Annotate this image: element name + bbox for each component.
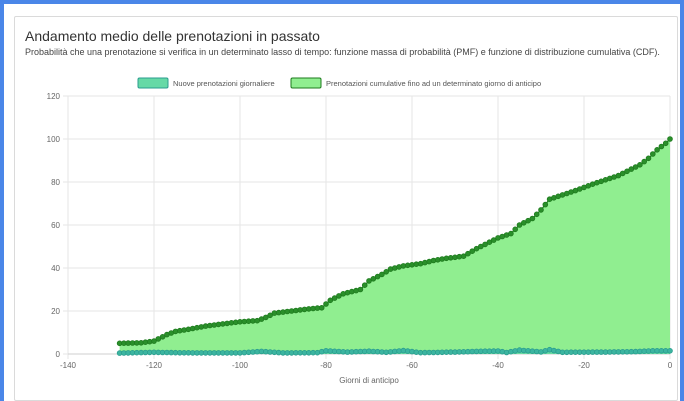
- cumulative-point: [267, 312, 273, 319]
- y-tick-label: 60: [51, 221, 60, 230]
- cumulative-point: [619, 170, 626, 177]
- cumulative-point: [262, 314, 269, 321]
- cumulative-point: [336, 293, 342, 299]
- cumulative-point: [542, 201, 549, 208]
- y-tick-label: 0: [56, 350, 61, 359]
- cumulative-point: [327, 297, 334, 304]
- y-tick-label: 20: [51, 307, 60, 316]
- cumulative-point: [615, 172, 622, 179]
- x-tick-label: -40: [492, 361, 504, 370]
- cumulative-point: [331, 295, 338, 301]
- cumulative-point: [490, 237, 497, 243]
- x-tick-label: -80: [320, 361, 332, 370]
- cumulative-point: [361, 282, 368, 289]
- area-layer: [119, 139, 671, 354]
- x-tick-label: 0: [668, 361, 673, 370]
- cumulative-point: [366, 278, 372, 284]
- cumulative-area: [119, 139, 671, 354]
- y-tick-label: 40: [51, 264, 60, 273]
- legend-swatch-cumulative[interactable]: [290, 77, 322, 89]
- daily-point: [667, 347, 673, 354]
- point-layer: [116, 136, 673, 356]
- cumulative-point: [662, 140, 669, 147]
- cumulative-point: [379, 271, 385, 278]
- cumulative-point: [357, 286, 364, 293]
- cumulative-point: [151, 338, 157, 344]
- cumulative-point: [512, 226, 518, 233]
- x-axis-title: Giorni di anticipo: [339, 376, 399, 385]
- cumulative-point: [533, 211, 540, 218]
- cumulative-point: [486, 239, 493, 246]
- x-tick-label: -120: [146, 361, 163, 370]
- cumulative-point: [374, 273, 381, 280]
- cumulative-point: [520, 220, 527, 226]
- cumulative-point: [465, 250, 471, 257]
- cumulative-point: [370, 275, 377, 282]
- cumulative-point: [637, 162, 643, 168]
- cumulative-point: [649, 151, 656, 157]
- cumulative-point: [482, 241, 488, 248]
- cumulative-point: [628, 166, 635, 172]
- x-tick-label: -60: [406, 361, 418, 370]
- cumulative-point: [525, 217, 531, 224]
- cumulative-point: [469, 248, 476, 255]
- cumulative-point: [624, 168, 630, 175]
- cumulative-point: [529, 215, 536, 222]
- cumulative-point: [667, 136, 673, 142]
- cumulative-point: [654, 147, 660, 153]
- legend: Nuove prenotazioni giornaliere Prenotazi…: [137, 77, 541, 89]
- cumulative-point: [645, 155, 652, 162]
- cumulative-point: [632, 164, 639, 170]
- cumulative-point: [159, 333, 166, 340]
- legend-label-daily[interactable]: Nuove prenotazioni giornaliere: [173, 79, 275, 88]
- legend-swatch-daily[interactable]: [137, 77, 169, 89]
- cumulative-point: [323, 301, 329, 307]
- y-tick-label: 80: [51, 178, 60, 187]
- chart-title: Andamento medio delle prenotazioni in pa…: [25, 28, 320, 44]
- cumulative-point: [508, 230, 514, 237]
- cumulative-point: [318, 304, 325, 311]
- cumulative-point: [460, 253, 467, 260]
- x-tick-label: -20: [578, 361, 590, 370]
- chart-subtitle: Probabilità che una prenotazione si veri…: [25, 47, 660, 57]
- cumulative-point: [516, 222, 523, 228]
- cumulative-point: [658, 143, 665, 150]
- cumulative-point: [155, 336, 162, 342]
- x-tick-label: -100: [232, 361, 249, 370]
- cumulative-point: [538, 207, 544, 213]
- cumulative-point: [383, 268, 390, 275]
- cumulative-point: [477, 243, 484, 250]
- y-tick-label: 100: [47, 135, 61, 144]
- cumulative-point: [641, 158, 647, 165]
- legend-label-cumulative[interactable]: Prenotazioni cumulative fino ad un deter…: [326, 79, 541, 88]
- cumulative-point: [473, 245, 480, 252]
- tick-layer: 0 20 40 60 80 100 120 -140 -120 -100 -80 -60 -40 -20 0: [47, 92, 673, 370]
- y-tick-label: 120: [47, 92, 61, 101]
- x-tick-label: -140: [60, 361, 77, 370]
